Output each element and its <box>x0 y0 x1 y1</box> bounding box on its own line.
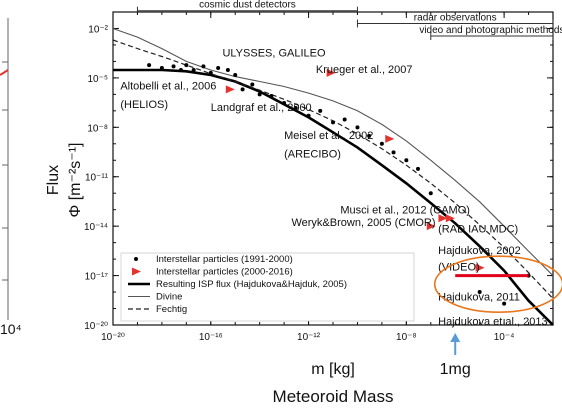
legend-label: Resulting ISP flux (Hajdukova&Hajduk, 20… <box>156 279 347 290</box>
dot-marker <box>282 100 287 105</box>
legend-triangle-icon <box>132 267 141 276</box>
y-tick-label: 10⁻²⁰ <box>84 321 108 332</box>
y-axis-title: Flux Φ [m⁻²s⁻¹] <box>45 143 84 218</box>
dot-marker <box>191 68 196 73</box>
y-axis-title-line2: Φ [m⁻²s⁻¹] <box>67 143 84 218</box>
dot-marker <box>415 166 420 171</box>
highlight-overlay <box>433 255 562 313</box>
annotation-label: Hajdukova, 2011 <box>438 292 520 304</box>
triangle-marker <box>385 134 395 143</box>
dot-marker <box>225 68 230 73</box>
y-tick-label: 10⁻² <box>88 24 108 35</box>
chart-caption: Meteoroid Mass <box>273 387 394 406</box>
left-panel-fragment: 10⁴ <box>0 18 22 337</box>
annotation-label: (ARECIBO) <box>284 148 341 160</box>
annotation-label: Hajdukova, 2002 <box>438 245 521 257</box>
dot-marker <box>391 150 396 155</box>
dot-marker <box>184 63 189 68</box>
dot-marker <box>367 133 372 138</box>
dot-marker <box>355 125 360 130</box>
dot-marker <box>178 68 183 73</box>
dot-marker <box>306 113 311 118</box>
annotation-label: (RAD IAU MDC) <box>438 224 518 236</box>
x-tick-label: 10⁻⁸ <box>396 332 417 343</box>
dot-marker <box>201 64 206 69</box>
one-mg-label: 1mg <box>440 361 471 378</box>
x-tick-label: 10⁻⁴ <box>494 332 515 343</box>
range-bar-label: radar observations <box>414 13 497 24</box>
triangle-marker <box>326 68 336 77</box>
triangle-marker <box>225 85 235 94</box>
dot-marker <box>379 141 384 146</box>
dot-marker <box>502 301 507 306</box>
x-axis-title: m [kg] <box>311 361 355 378</box>
series-resulting-isp-flux-hajdukova-hajduk-2005-line <box>113 68 554 326</box>
dot-marker <box>342 117 347 122</box>
triangle-marker <box>438 214 448 223</box>
dot-marker <box>159 65 164 70</box>
series-divine-line <box>112 27 554 276</box>
dot-marker <box>428 191 433 196</box>
annotation-label: Musci et al., 2012 (CAMO) <box>340 204 470 216</box>
annotation-label: ULYSSES, GALILEO <box>222 47 326 59</box>
x-tick-label: 10⁻²⁰ <box>101 332 125 343</box>
legend-dot-icon <box>134 257 138 261</box>
y-tick-label: 10⁻⁸ <box>87 123 108 134</box>
left-panel-tick-label: 10⁴ <box>0 321 22 337</box>
triangle-marker <box>426 222 436 231</box>
dot-marker <box>318 108 323 113</box>
legend-label: Fechtig <box>156 304 187 315</box>
legend-label: Interstellar particles (2000-2016) <box>156 267 293 278</box>
annotation-label: Altobelli et al., 2006 <box>120 80 216 92</box>
x-tick-label: 10⁻¹² <box>297 332 321 343</box>
dot-marker <box>331 120 335 125</box>
left-panel-red-line <box>0 69 9 76</box>
annotation-label: Hajdukova et al., 2013 <box>438 316 547 328</box>
legend-box <box>120 252 415 322</box>
triangle-marker <box>445 214 455 223</box>
dot-marker <box>269 93 274 98</box>
dot-marker <box>240 87 245 92</box>
range-bar-label: video and photographic methods <box>419 25 562 36</box>
triangle-marker <box>475 263 485 272</box>
y-tick-label: 10⁻⁵ <box>87 74 108 85</box>
y-tick-label: 10⁻¹¹ <box>85 173 109 184</box>
one-mg-arrow-head <box>450 333 461 342</box>
dot-marker <box>233 72 238 77</box>
highlight-ellipse <box>433 255 562 313</box>
annotation-label: (VIDEO) <box>438 262 480 274</box>
annotations: ULYSSES, GALILEO Krueger et al., 2007 Alto… <box>120 47 547 328</box>
annotation-label: Weryk&Brown, 2005 (CMOR) <box>291 217 435 229</box>
dot-marker <box>147 63 152 68</box>
annotation-label: (HELIOS) <box>120 99 168 111</box>
y-axis-title-line1: Flux <box>45 165 62 195</box>
dot-marker <box>257 92 262 97</box>
dot-marker <box>208 70 213 75</box>
dot-marker <box>171 64 176 69</box>
instrument-range-bars: cosmic dust detectors radar observationsv… <box>136 0 562 40</box>
series-layer <box>112 27 554 326</box>
dot-marker <box>216 65 221 70</box>
dot-marker <box>404 158 409 163</box>
annotation-label: Meisel et al., 2002 <box>284 130 373 142</box>
dot-marker <box>477 290 482 295</box>
x-tick-label: 10⁻¹⁶ <box>199 332 223 343</box>
legend-label: Interstellar particles (1991-2000) <box>156 254 293 265</box>
dot-marker <box>250 82 255 87</box>
legend-label: Divine <box>156 292 182 303</box>
dot-marker <box>293 105 298 110</box>
legend: Interstellar particles (1991-2000) Inters… <box>120 252 415 322</box>
range-bar-label: cosmic dust detectors <box>199 0 296 11</box>
annotation-label: Krueger et al., 2007 <box>316 64 413 76</box>
y-tick-label: 10⁻¹⁷ <box>85 272 109 283</box>
annotation-label: Landgraf et al., 2000 <box>211 102 312 114</box>
one-mg-marker: 1mg <box>440 333 471 378</box>
y-tick-label: 10⁻¹⁴ <box>84 222 108 233</box>
